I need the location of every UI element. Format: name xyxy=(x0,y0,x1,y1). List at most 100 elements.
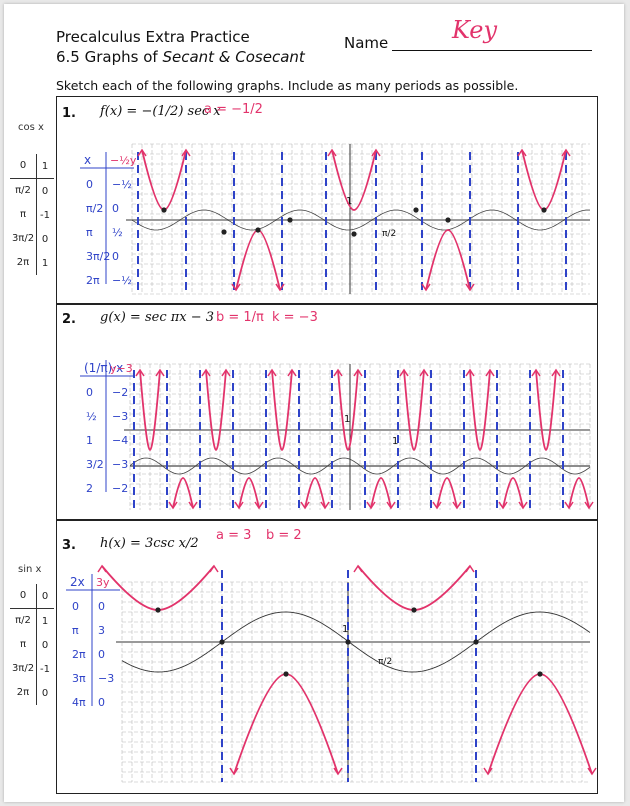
p3-branch-arrow xyxy=(483,767,493,776)
p2-branch-arrow xyxy=(353,368,363,377)
cos-side-cell-value: 0 xyxy=(41,185,49,197)
p3-branch xyxy=(101,565,215,611)
p2-table-cell-y: −2 xyxy=(112,482,128,495)
p3-table-cell-x: 0 xyxy=(72,600,79,613)
p2-branch-arrow xyxy=(564,501,574,510)
p2-branch xyxy=(469,369,491,451)
p1-point xyxy=(351,231,357,237)
problem-3-number: 3. xyxy=(62,538,76,553)
p1-table-cell-y: 0 xyxy=(112,250,119,263)
p1-branch xyxy=(141,149,187,211)
p1-branch-arrow xyxy=(181,148,191,157)
p1-table-cell-y: −½ xyxy=(112,178,132,191)
sin-side-cell-angle: π xyxy=(10,633,37,657)
name-value-handwritten: Key xyxy=(452,16,498,44)
p2-branch-arrow xyxy=(254,501,264,510)
sin-side-row: π/2 1 xyxy=(10,609,54,633)
p2-branch xyxy=(502,477,524,509)
p2-branch xyxy=(568,477,590,509)
p1-branch-arrow xyxy=(327,148,337,157)
cos-side-row: 3π/2 0 xyxy=(10,227,54,251)
p3-point xyxy=(283,671,289,677)
p3-table-cell-x: 4π xyxy=(72,696,86,709)
sin-side-cell-value: 0 xyxy=(41,590,49,602)
sin-side-cell-angle: 3π/2 xyxy=(10,657,37,681)
p2-guide-curve xyxy=(129,457,591,475)
sin-side-cell-value: 0 xyxy=(41,639,49,651)
p2-branch xyxy=(337,369,359,451)
p3-table-cell-x: π xyxy=(72,624,79,637)
cos-side-cell-value: 0 xyxy=(41,233,49,245)
p3-table-cell-y: −3 xyxy=(98,672,114,685)
lesson-title: 6.5 Graphs of Secant & Cosecant xyxy=(56,48,305,66)
cos-side-cell-angle: 3π/2 xyxy=(10,227,37,251)
p1-branch-arrow xyxy=(137,148,147,157)
p1-table-cell-y: −½ xyxy=(112,274,132,287)
p1-point xyxy=(221,229,227,235)
p1-branch-arrow xyxy=(371,148,381,157)
p2-branch-arrow xyxy=(287,368,297,377)
p3-table-header-y: 3y xyxy=(96,576,110,589)
p2-branch-arrow xyxy=(234,501,244,510)
p3-table-header-x: 2x xyxy=(70,575,85,589)
p2-branch-arrow xyxy=(498,501,508,510)
problem-1-function: f(x) = −(1/2) sec x xyxy=(100,104,221,119)
p1-point xyxy=(445,217,451,223)
problem-1-number: 1. xyxy=(62,106,76,121)
problem-2-note-b: b = 1/π xyxy=(216,310,264,325)
name-label: Name xyxy=(344,34,389,52)
p1-table-cell-y: 0 xyxy=(112,202,119,215)
p2-y-tick-label: 1 xyxy=(344,414,350,425)
p3-x-tick-label: π/2 xyxy=(378,657,392,667)
p1-table-cell-x: π xyxy=(86,226,93,239)
p2-branch xyxy=(403,369,425,451)
course-title: Precalculus Extra Practice xyxy=(56,28,250,46)
p3-branch-arrow xyxy=(97,564,107,573)
problem-3-note-b: b = 2 xyxy=(266,528,302,543)
p2-table-header-y: y−3 xyxy=(110,362,133,375)
name-line xyxy=(392,50,592,51)
p2-table-cell-y: −2 xyxy=(112,386,128,399)
p2-branch-arrow xyxy=(399,368,409,377)
p3-y-tick-label: 1 xyxy=(342,624,348,635)
p2-branch-arrow xyxy=(485,368,495,377)
p3-table-cell-y: 3 xyxy=(98,624,105,637)
p2-table-cell-x: ½ xyxy=(86,410,97,423)
p1-table-cell-x: π/2 xyxy=(86,202,103,215)
p3-branch xyxy=(233,673,339,775)
p3-point xyxy=(155,607,161,613)
sin-side-cell-angle: 0 xyxy=(10,584,37,608)
p3-point xyxy=(473,639,479,645)
p2-branch-arrow xyxy=(333,368,343,377)
cos-side-cell-value: 1 xyxy=(41,257,49,269)
p2-branch xyxy=(271,369,293,451)
problem-2-number: 2. xyxy=(62,312,76,327)
cos-table-title: cos x xyxy=(18,122,44,133)
p2-branch-arrow xyxy=(432,501,442,510)
p2-table-cell-y: −4 xyxy=(112,434,128,447)
p2-table-cell-y: −3 xyxy=(112,458,128,471)
p2-branch-arrow xyxy=(155,368,165,377)
p2-branch-arrow xyxy=(300,501,310,510)
p1-branch-arrow xyxy=(517,148,527,157)
p2-branch xyxy=(238,477,260,509)
sin-side-cell-value: 0 xyxy=(41,687,49,699)
p1-branch xyxy=(331,149,377,211)
p1-y-tick-label: 1 xyxy=(346,196,352,207)
p1-point xyxy=(287,217,293,223)
sin-side-cell-value: 1 xyxy=(41,615,49,627)
p1-branch xyxy=(235,229,281,291)
p1-branch-arrow xyxy=(231,283,241,292)
cos-side-row: π -1 xyxy=(10,203,54,227)
p1-point xyxy=(413,207,419,213)
p2-table-cell-y: −3 xyxy=(112,410,128,423)
p2-branch-arrow xyxy=(267,368,277,377)
sin-side-cell-value: -1 xyxy=(40,663,50,675)
p1-branch xyxy=(521,149,567,211)
p2-branch-arrow xyxy=(201,368,211,377)
p2-branch-arrow xyxy=(168,501,178,510)
p3-point xyxy=(537,671,543,677)
problem-2-frame xyxy=(56,304,598,520)
p2-table-cell-x: 0 xyxy=(86,386,93,399)
